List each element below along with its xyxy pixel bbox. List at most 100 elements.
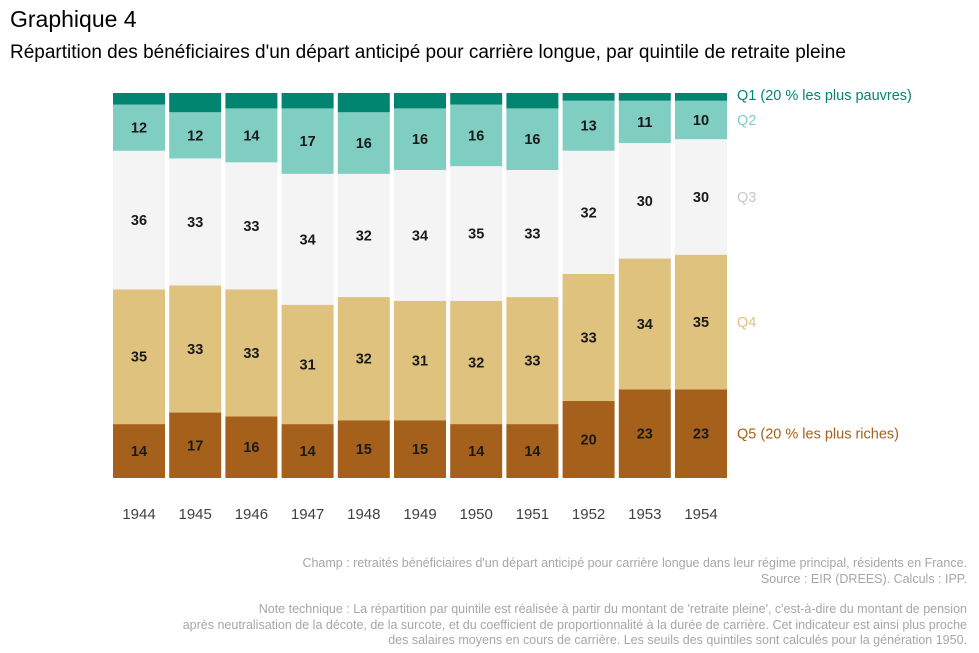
data-label: 34 <box>300 232 316 248</box>
bar-segment <box>394 108 446 170</box>
data-label: 12 <box>131 121 147 137</box>
data-label: 11 <box>637 115 652 131</box>
bar-segment <box>506 297 559 425</box>
x-tick-label: 1950 <box>460 506 493 523</box>
bar-segment <box>450 424 503 478</box>
data-label: 12 <box>187 128 203 144</box>
bar-segment <box>562 93 615 101</box>
bar-segment <box>169 93 222 113</box>
data-label: 10 <box>693 113 709 129</box>
bar-segment <box>506 93 559 109</box>
data-label: 36 <box>131 213 147 229</box>
bar-segment <box>337 420 390 478</box>
bar-segment <box>675 389 727 478</box>
data-label: 16 <box>524 132 540 148</box>
x-tick-label: 1954 <box>684 506 717 523</box>
x-tick-label: 1946 <box>235 506 268 523</box>
data-label: 34 <box>412 228 428 244</box>
data-label: 14 <box>300 444 316 460</box>
data-label: 20 <box>581 433 597 449</box>
bar-segment <box>113 289 165 425</box>
data-label: 14 <box>468 444 484 460</box>
bar-segment <box>169 112 222 159</box>
bar-segment <box>169 285 222 413</box>
bar-segment <box>225 416 278 478</box>
bar-segment <box>169 412 222 478</box>
data-label: 15 <box>356 442 372 458</box>
bar-segment <box>337 93 390 113</box>
chart-notes: Champ : retraités bénéficiaires d'un dép… <box>67 556 967 649</box>
bar-segment <box>618 143 671 259</box>
bar-segment <box>450 104 503 167</box>
bar-segment <box>281 304 334 425</box>
data-label: 30 <box>693 190 709 206</box>
bar-segment <box>394 300 446 421</box>
data-label: 33 <box>524 227 540 243</box>
data-label: 33 <box>187 215 203 231</box>
data-label: 35 <box>693 315 709 331</box>
bar-segment <box>618 93 671 101</box>
bar-segment <box>394 93 446 109</box>
x-tick-label: 1953 <box>628 506 661 523</box>
bar-segment <box>394 420 446 478</box>
bar-segment <box>562 273 615 401</box>
data-label: 23 <box>693 427 709 443</box>
legend-label: Q3 <box>737 190 756 206</box>
bar-segment <box>169 158 222 286</box>
bar-segment <box>562 401 615 478</box>
bar-segment <box>450 93 503 105</box>
x-tick-label: 1947 <box>291 506 324 523</box>
bar-segment <box>337 173 390 298</box>
bar-segment <box>450 166 503 301</box>
data-label: 16 <box>412 132 428 148</box>
chart-title: Graphique 4 <box>10 6 137 32</box>
data-label: 16 <box>243 440 259 456</box>
note-technique-line-3: des salaires moyens en cours de carrière… <box>388 633 967 647</box>
data-label: 14 <box>131 444 147 460</box>
x-tick-label: 1952 <box>572 506 605 523</box>
note-technique-line-1: Note technique : La répartition par quin… <box>258 602 967 616</box>
data-label: 32 <box>356 228 372 244</box>
data-label: 33 <box>581 330 597 346</box>
bar-segment <box>618 258 671 390</box>
bar-segment <box>506 108 559 170</box>
data-label: 14 <box>243 128 259 144</box>
legend-label: Q5 (20 % les plus riches) <box>737 427 899 443</box>
data-label: 14 <box>524 444 540 460</box>
bar-segment <box>281 173 334 305</box>
data-label: 13 <box>581 119 597 135</box>
data-label: 16 <box>468 128 484 144</box>
data-label: 16 <box>356 136 372 152</box>
data-label: 17 <box>300 134 316 150</box>
bar-segment <box>675 100 727 140</box>
legend-label: Q1 (20 % les plus pauvres) <box>737 88 912 104</box>
data-label: 33 <box>243 346 259 362</box>
data-label: 33 <box>524 354 540 370</box>
data-label: 32 <box>468 356 484 372</box>
legend-label: Q2 <box>737 113 756 129</box>
data-label: 32 <box>356 352 372 368</box>
bar-segment <box>281 93 334 109</box>
data-label: 30 <box>637 194 653 210</box>
stacked-bar-chart: 14 35 36 12 1944 17 33 33 12 1945 16 33 33 14 1946 14 31… <box>113 88 912 523</box>
bar-segment <box>675 93 727 101</box>
data-label: 31 <box>412 354 428 370</box>
bar-segment <box>225 162 278 290</box>
note-technique-line-2: après neutralisation de la décote, de la… <box>182 617 967 632</box>
data-label: 15 <box>412 442 428 458</box>
x-tick-label: 1945 <box>179 506 212 523</box>
x-tick-label: 1948 <box>347 506 380 523</box>
bar-segment <box>225 289 278 417</box>
legend-label: Q4 <box>737 315 756 331</box>
data-label: 33 <box>187 342 203 358</box>
bar-segment <box>281 424 334 478</box>
bar-segment <box>506 170 559 298</box>
bar-segment <box>618 100 671 144</box>
data-label: 34 <box>637 317 653 333</box>
bar-segment <box>562 100 615 151</box>
bar-segment <box>675 254 727 390</box>
bar-segment <box>225 93 278 109</box>
bar-segment <box>618 389 671 478</box>
bar-segment <box>394 170 446 301</box>
bar-segment <box>225 108 278 163</box>
